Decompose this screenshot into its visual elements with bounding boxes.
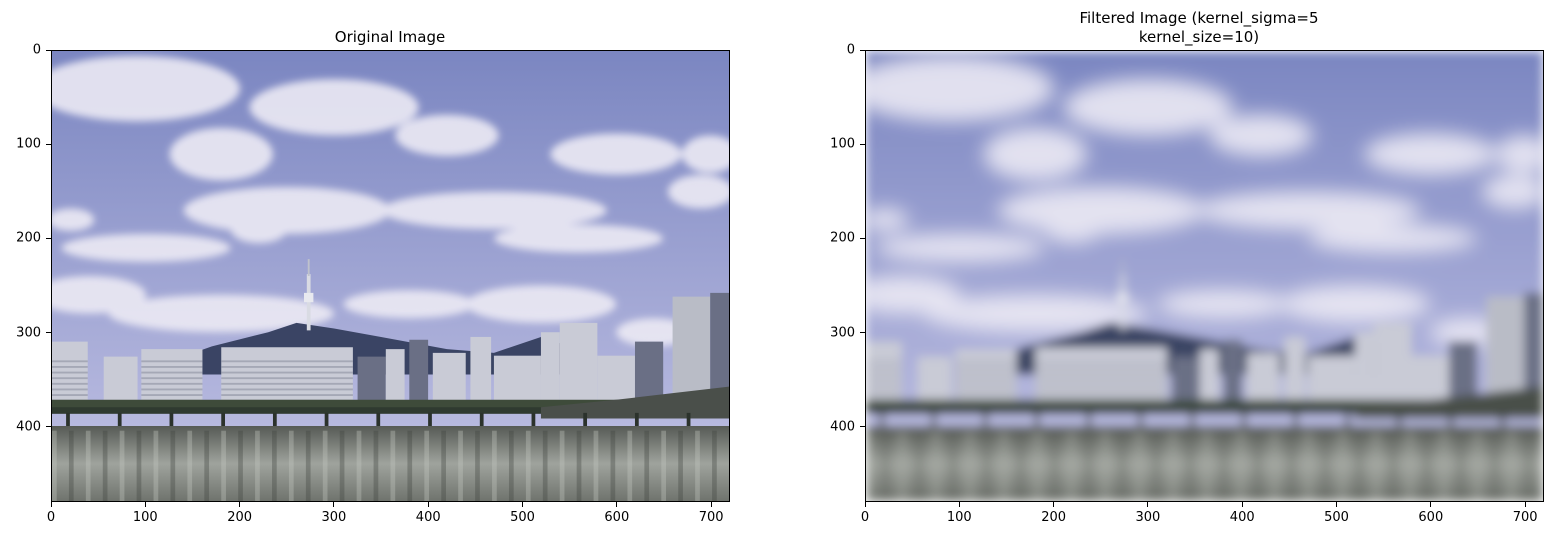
x-tick-mark [864, 502, 866, 507]
x-tick-mark [710, 502, 712, 507]
x-tick-mark [333, 502, 335, 507]
x-tick-label: 700 [1512, 510, 1538, 525]
right-panel-title: Filtered Image (kernel_sigma=5 kernel_si… [1079, 9, 1319, 46]
y-tick-mark [46, 49, 51, 51]
y-tick-mark [860, 237, 865, 239]
x-tick-mark [616, 502, 618, 507]
x-tick-label: 500 [510, 510, 535, 525]
y-tick-mark [860, 332, 865, 333]
x-tick-label: 200 [227, 510, 253, 525]
y-tick-label: 0 [32, 42, 41, 58]
x-tick-mark [1241, 502, 1243, 507]
x-tick-label: 300 [321, 510, 347, 525]
x-tick-label: 0 [46, 510, 56, 525]
y-tick-mark [860, 49, 865, 51]
left-panel-title: Original Image [334, 28, 446, 46]
y-tick-mark [46, 332, 51, 333]
y-tick-label: 100 [830, 136, 855, 152]
y-tick-label: 100 [16, 136, 41, 152]
x-tick-mark [1336, 502, 1338, 507]
x-tick-mark [1524, 502, 1526, 507]
x-tick-mark [958, 502, 960, 507]
original-photo [52, 51, 729, 501]
x-tick-label: 600 [604, 510, 630, 525]
x-tick-label: 100 [946, 510, 972, 525]
y-tick-label: 400 [830, 419, 855, 435]
x-tick-label: 600 [1418, 510, 1444, 525]
y-tick-mark [46, 426, 51, 428]
y-tick-mark [46, 237, 51, 239]
x-tick-label: 100 [132, 510, 158, 525]
left-panel: Original Image 0 100 200 300 400 500 600 700 0 10… [0, 0, 760, 544]
y-tick-mark [860, 143, 865, 145]
y-tick-mark [46, 143, 51, 145]
x-tick-label: 300 [1135, 510, 1161, 525]
x-tick-mark [144, 502, 146, 507]
x-tick-label: 400 [1229, 510, 1255, 525]
x-tick-label: 500 [1324, 510, 1349, 525]
y-tick-label: 300 [830, 325, 855, 340]
y-tick-label: 200 [16, 230, 41, 246]
filtered-photo [866, 51, 1543, 501]
y-tick-label: 200 [830, 230, 855, 246]
x-tick-label: 700 [698, 510, 724, 525]
x-tick-mark [1053, 502, 1055, 507]
x-tick-mark [427, 502, 429, 507]
x-tick-label: 400 [415, 510, 441, 525]
x-tick-mark [522, 502, 524, 507]
y-tick-label: 300 [16, 325, 41, 340]
original-image [51, 50, 730, 502]
x-tick-mark [1147, 502, 1149, 507]
x-tick-mark [239, 502, 241, 507]
x-tick-label: 200 [1041, 510, 1067, 525]
y-tick-label: 0 [846, 42, 855, 58]
x-tick-mark [1430, 502, 1432, 507]
right-panel: Filtered Image (kernel_sigma=5 kernel_si… [814, 0, 1567, 544]
x-tick-mark [50, 502, 52, 507]
x-tick-label: 0 [860, 510, 870, 525]
y-tick-mark [860, 426, 865, 428]
y-tick-label: 400 [16, 419, 41, 435]
filtered-image [865, 50, 1544, 502]
